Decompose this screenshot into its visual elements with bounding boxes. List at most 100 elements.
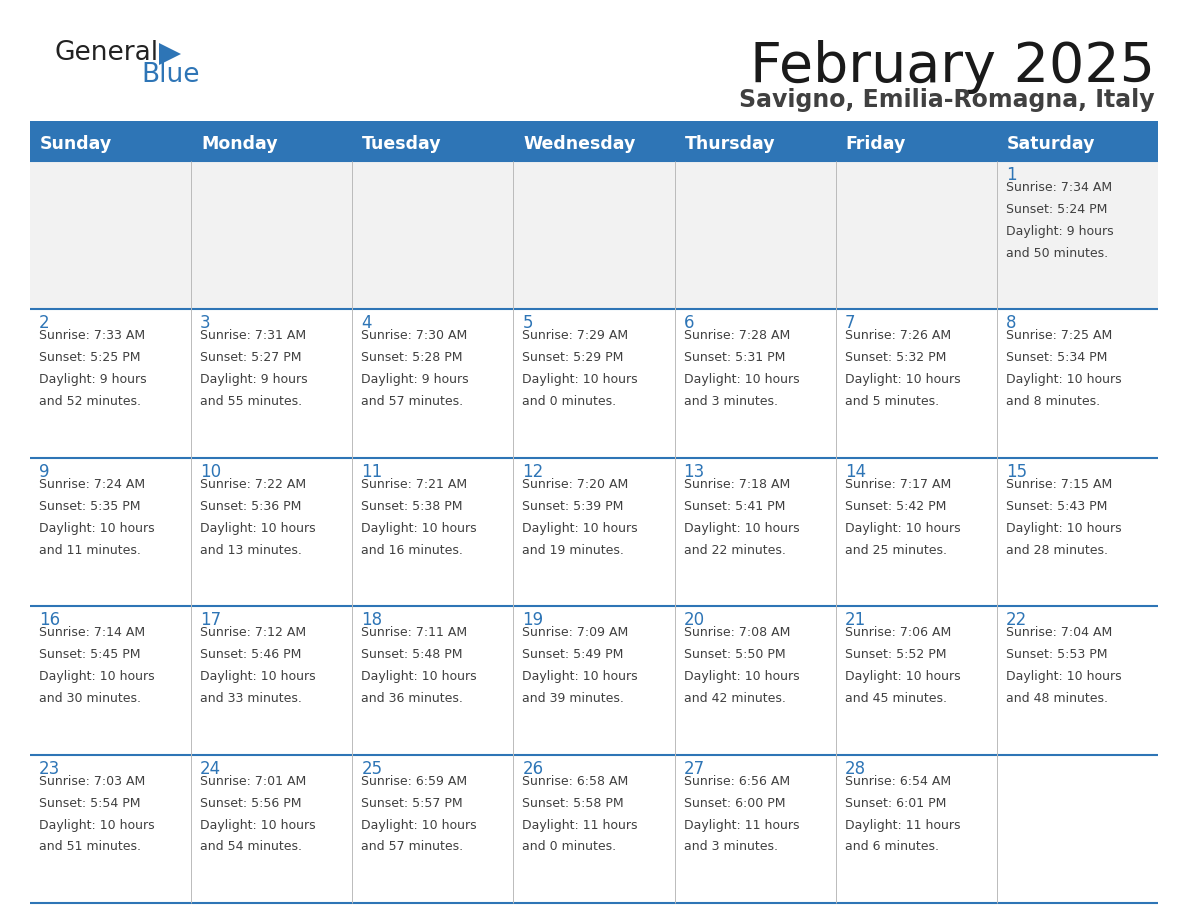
Bar [191, 458, 353, 606]
Text: Daylight: 10 hours: Daylight: 10 hours [683, 521, 800, 534]
Text: 6: 6 [683, 314, 694, 332]
Bar [675, 606, 835, 755]
Bar [353, 161, 513, 309]
Text: and 54 minutes.: and 54 minutes. [200, 841, 302, 854]
Text: and 52 minutes.: and 52 minutes. [39, 396, 141, 409]
Bar [675, 755, 835, 903]
Text: Daylight: 9 hours: Daylight: 9 hours [361, 374, 469, 386]
Text: and 33 minutes.: and 33 minutes. [200, 692, 302, 705]
Text: Daylight: 10 hours: Daylight: 10 hours [1006, 521, 1121, 534]
Text: February 2025: February 2025 [750, 40, 1155, 94]
Text: 9: 9 [39, 463, 50, 481]
Text: and 48 minutes.: and 48 minutes. [1006, 692, 1108, 705]
Text: Sunday: Sunday [40, 135, 112, 153]
Text: Sunrise: 7:06 AM: Sunrise: 7:06 AM [845, 626, 950, 639]
Bar [675, 458, 835, 606]
Text: 11: 11 [361, 463, 383, 481]
Text: 7: 7 [845, 314, 855, 332]
Bar [835, 755, 997, 903]
Text: 26: 26 [523, 759, 544, 778]
Text: Sunset: 5:36 PM: Sunset: 5:36 PM [200, 499, 302, 513]
Text: Sunrise: 7:15 AM: Sunrise: 7:15 AM [1006, 477, 1112, 491]
Text: Sunrise: 7:26 AM: Sunrise: 7:26 AM [845, 330, 950, 342]
Text: Sunrise: 7:04 AM: Sunrise: 7:04 AM [1006, 626, 1112, 639]
Bar [835, 606, 997, 755]
Text: Sunset: 5:45 PM: Sunset: 5:45 PM [39, 648, 140, 661]
Text: 2: 2 [39, 314, 50, 332]
Text: Daylight: 10 hours: Daylight: 10 hours [39, 670, 154, 683]
Text: Daylight: 10 hours: Daylight: 10 hours [845, 374, 960, 386]
Text: 25: 25 [361, 759, 383, 778]
Text: Sunset: 5:43 PM: Sunset: 5:43 PM [1006, 499, 1107, 513]
Text: and 45 minutes.: and 45 minutes. [845, 692, 947, 705]
Bar [835, 161, 997, 309]
Text: 5: 5 [523, 314, 533, 332]
Bar [513, 309, 675, 458]
Text: and 13 minutes.: and 13 minutes. [200, 543, 302, 556]
Text: 27: 27 [683, 759, 704, 778]
Text: and 57 minutes.: and 57 minutes. [361, 396, 463, 409]
Text: 19: 19 [523, 611, 544, 629]
Text: 18: 18 [361, 611, 383, 629]
Text: and 11 minutes.: and 11 minutes. [39, 543, 141, 556]
Text: Monday: Monday [201, 135, 278, 153]
Text: Sunrise: 7:01 AM: Sunrise: 7:01 AM [200, 775, 307, 788]
Text: 8: 8 [1006, 314, 1017, 332]
Text: Sunset: 5:50 PM: Sunset: 5:50 PM [683, 648, 785, 661]
Text: and 50 minutes.: and 50 minutes. [1006, 247, 1108, 260]
Text: Sunset: 5:39 PM: Sunset: 5:39 PM [523, 499, 624, 513]
Text: 14: 14 [845, 463, 866, 481]
Bar [997, 458, 1158, 606]
Bar [675, 161, 835, 309]
Text: Sunrise: 7:29 AM: Sunrise: 7:29 AM [523, 330, 628, 342]
Text: Daylight: 9 hours: Daylight: 9 hours [39, 374, 146, 386]
Text: Daylight: 10 hours: Daylight: 10 hours [361, 670, 476, 683]
Text: Sunrise: 6:58 AM: Sunrise: 6:58 AM [523, 775, 628, 788]
Text: 17: 17 [200, 611, 221, 629]
Text: Sunset: 5:32 PM: Sunset: 5:32 PM [845, 352, 946, 364]
Text: Sunset: 5:29 PM: Sunset: 5:29 PM [523, 352, 624, 364]
Text: 15: 15 [1006, 463, 1026, 481]
Bar [30, 127, 1158, 161]
Bar [353, 458, 513, 606]
Text: Daylight: 11 hours: Daylight: 11 hours [845, 819, 960, 832]
Text: Sunset: 6:00 PM: Sunset: 6:00 PM [683, 797, 785, 810]
Text: and 57 minutes.: and 57 minutes. [361, 841, 463, 854]
Text: Sunrise: 6:59 AM: Sunrise: 6:59 AM [361, 775, 467, 788]
Bar [353, 606, 513, 755]
Text: Sunrise: 7:24 AM: Sunrise: 7:24 AM [39, 477, 145, 491]
Bar [191, 606, 353, 755]
Bar [997, 606, 1158, 755]
Text: Sunset: 5:46 PM: Sunset: 5:46 PM [200, 648, 302, 661]
Text: and 3 minutes.: and 3 minutes. [683, 396, 778, 409]
Bar [30, 458, 191, 606]
Bar [30, 755, 191, 903]
Text: Sunrise: 7:18 AM: Sunrise: 7:18 AM [683, 477, 790, 491]
Bar [513, 606, 675, 755]
Text: 3: 3 [200, 314, 210, 332]
Text: and 30 minutes.: and 30 minutes. [39, 692, 141, 705]
Text: Daylight: 10 hours: Daylight: 10 hours [39, 819, 154, 832]
Text: Daylight: 10 hours: Daylight: 10 hours [683, 670, 800, 683]
Text: and 8 minutes.: and 8 minutes. [1006, 396, 1100, 409]
Text: Sunset: 5:48 PM: Sunset: 5:48 PM [361, 648, 463, 661]
Text: Sunrise: 7:14 AM: Sunrise: 7:14 AM [39, 626, 145, 639]
Text: 20: 20 [683, 611, 704, 629]
Bar [513, 755, 675, 903]
Text: and 19 minutes.: and 19 minutes. [523, 543, 625, 556]
Bar [191, 161, 353, 309]
Text: Sunset: 5:24 PM: Sunset: 5:24 PM [1006, 203, 1107, 216]
Text: 4: 4 [361, 314, 372, 332]
Text: Daylight: 9 hours: Daylight: 9 hours [1006, 225, 1113, 238]
Text: Daylight: 10 hours: Daylight: 10 hours [845, 670, 960, 683]
Text: Tuesday: Tuesday [362, 135, 442, 153]
Text: and 3 minutes.: and 3 minutes. [683, 841, 778, 854]
Text: 16: 16 [39, 611, 61, 629]
Text: Sunrise: 7:25 AM: Sunrise: 7:25 AM [1006, 330, 1112, 342]
Text: Sunset: 5:28 PM: Sunset: 5:28 PM [361, 352, 463, 364]
Text: 10: 10 [200, 463, 221, 481]
Bar [997, 755, 1158, 903]
Text: Sunrise: 7:22 AM: Sunrise: 7:22 AM [200, 477, 307, 491]
Bar [997, 161, 1158, 309]
Text: Daylight: 11 hours: Daylight: 11 hours [523, 819, 638, 832]
